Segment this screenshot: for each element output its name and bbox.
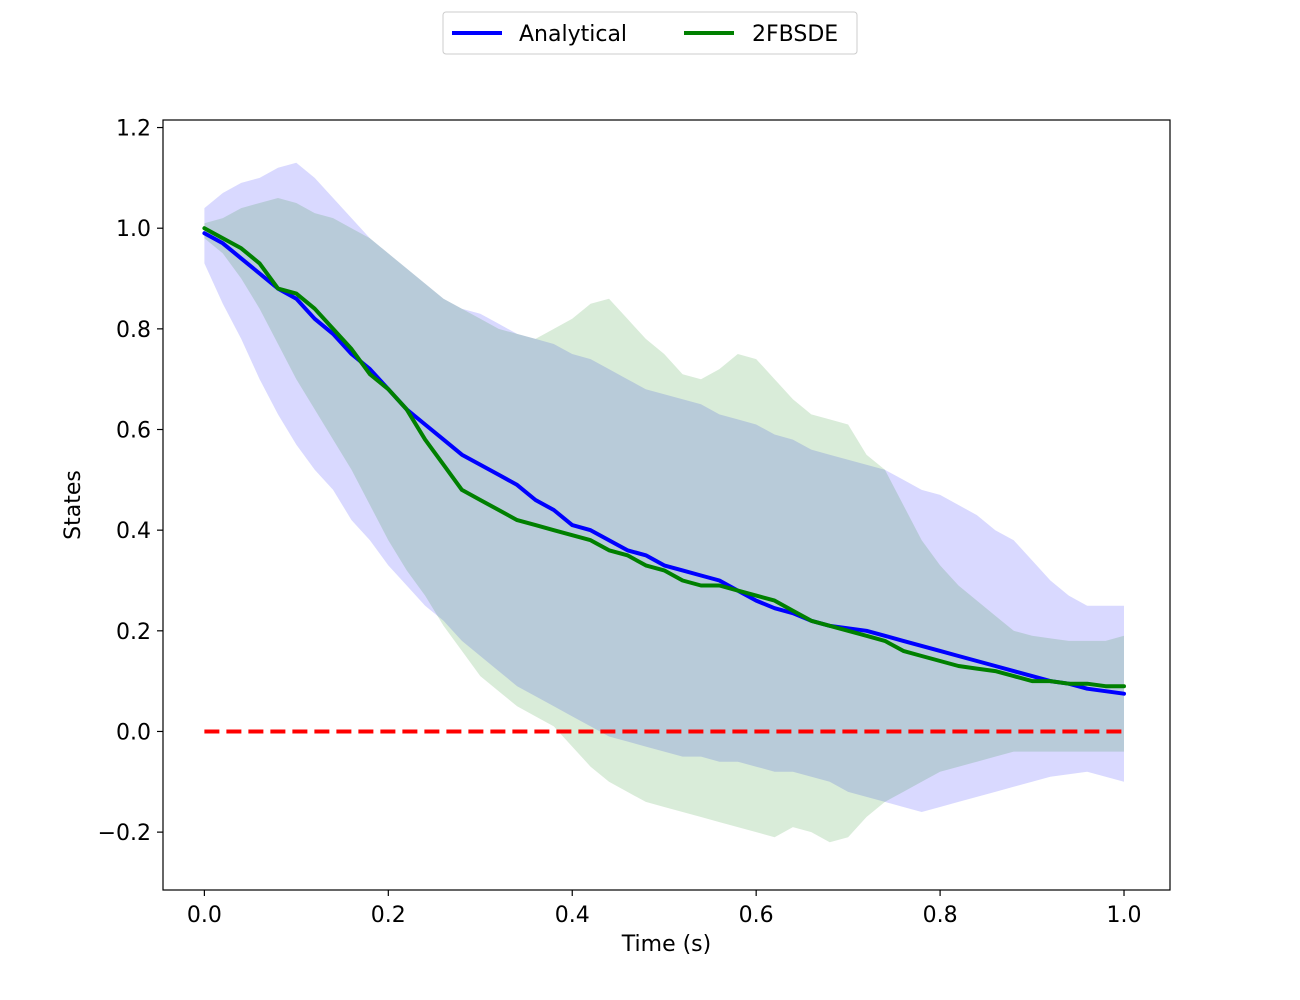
band-analytical <box>204 162 1124 813</box>
legend-label-analytical: Analytical <box>519 22 627 47</box>
y-tick-label: 1.2 <box>116 117 151 142</box>
y-tick-label: 0.8 <box>116 318 151 343</box>
legend: Analytical 2FBSDE <box>442 11 858 55</box>
y-tick-label: 0.6 <box>116 419 151 444</box>
legend-box <box>442 11 858 55</box>
x-tick-label: 0.8 <box>923 903 958 928</box>
y-tick-label: 0.2 <box>116 620 151 645</box>
band-2fbsde <box>204 198 1124 843</box>
line-2fbsde <box>202 226 1126 689</box>
y-tick-label: 1.0 <box>116 217 151 242</box>
x-axis: 0.0 0.2 0.4 0.6 0.8 1.0 <box>187 890 1142 928</box>
confidence-bands <box>204 162 1124 843</box>
series-lines <box>202 226 1126 696</box>
y-axis-title: States <box>61 470 86 540</box>
x-tick-label: 1.0 <box>1107 903 1142 928</box>
legend-label-2fbsde: 2FBSDE <box>752 22 838 47</box>
x-tick-label: 0.0 <box>187 903 222 928</box>
y-tick-label: −0.2 <box>98 821 151 846</box>
y-axis: −0.2 0.0 0.2 0.4 0.6 0.8 1.0 1.2 <box>98 117 163 846</box>
y-tick-label: 0.4 <box>116 519 151 544</box>
plot-frame <box>162 119 1171 891</box>
x-tick-label: 0.4 <box>555 903 590 928</box>
x-tick-label: 0.6 <box>739 903 774 928</box>
x-axis-title: Time (s) <box>621 932 711 957</box>
x-tick-label: 0.2 <box>371 903 406 928</box>
y-tick-label: 0.0 <box>116 720 151 745</box>
